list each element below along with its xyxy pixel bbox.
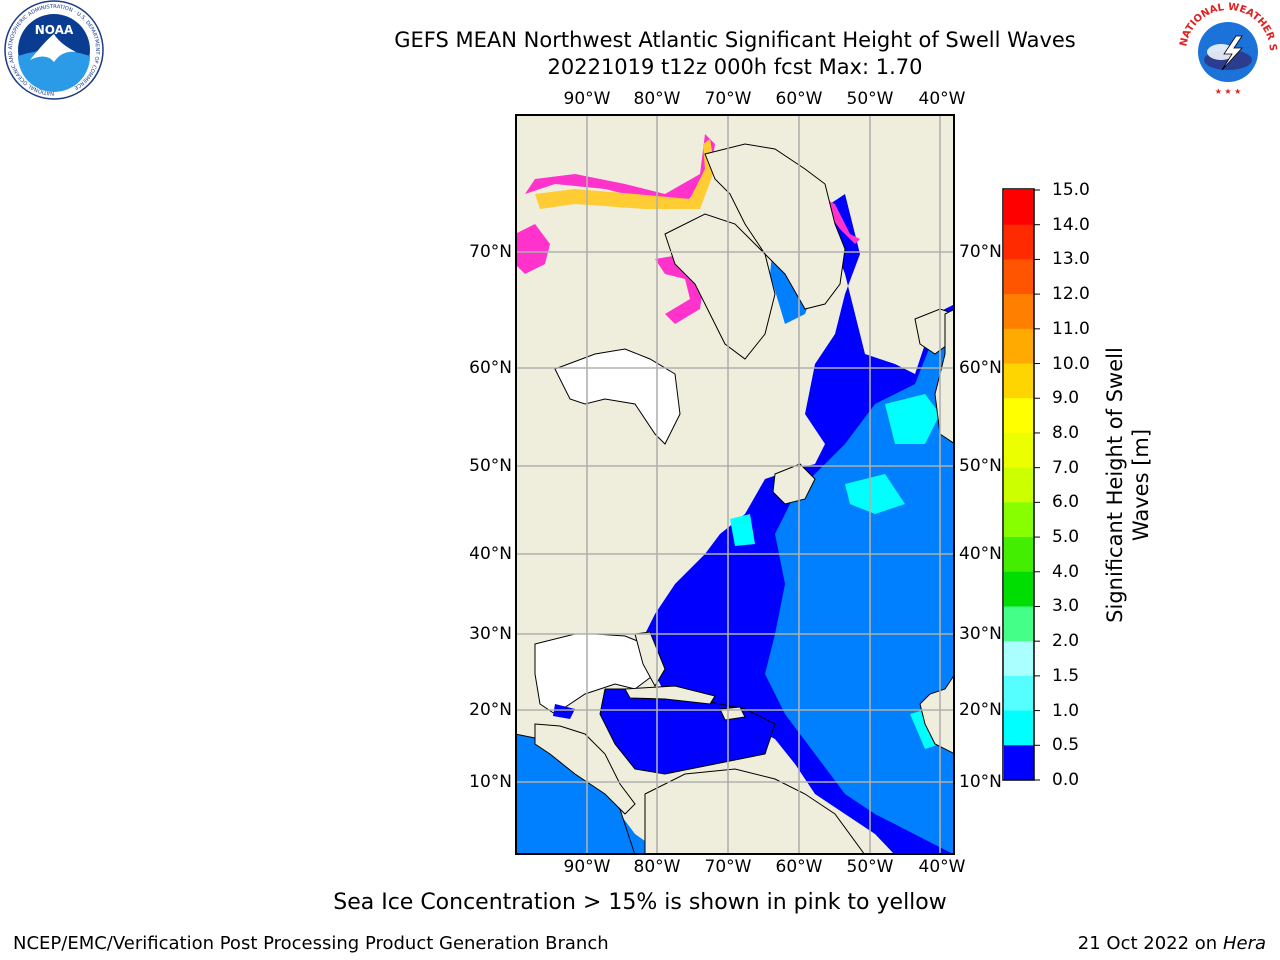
colorbar-block [1004, 363, 1034, 399]
colorbar-tick-label: 0.5 [1052, 735, 1080, 756]
lon-tick-top: 50°W [846, 89, 894, 109]
lon-tick-bottom: 50°W [846, 857, 894, 877]
colorbar-label: Significant Height of Swell Waves [m] [1102, 305, 1154, 665]
lon-tick-bottom: 70°W [704, 857, 752, 877]
hispaniola [719, 706, 746, 721]
ocean-high-swell-2 [845, 474, 905, 514]
colorbar-block [1004, 745, 1034, 781]
lat-tick-right: 60°N [959, 358, 1002, 378]
svg-text:NOAA: NOAA [35, 23, 74, 37]
lat-tick-left: 50°N [469, 456, 512, 476]
colorbar-tick-label: 5.0 [1052, 527, 1080, 548]
colorbar-block [1004, 641, 1034, 677]
baffin-island [664, 213, 776, 360]
colorbar-tick-label: 1.5 [1052, 665, 1080, 686]
colorbar-tick-label: 6.0 [1052, 492, 1080, 513]
colorbar-block [1004, 432, 1034, 469]
south-america [644, 768, 866, 855]
colorbar [1002, 188, 1040, 781]
colorbar-tick-label: 10.0 [1052, 353, 1090, 374]
noaa-logo: NATIONAL OCEANIC AND ATMOSPHERIC ADMINIS… [4, 0, 104, 100]
colorbar-block [1004, 190, 1034, 226]
newfoundland [772, 463, 816, 505]
nws-logo: NATIONAL WEATHER SERVICE ★ ★ ★ [1176, 0, 1278, 99]
lat-tick-right: 70°N [959, 242, 1002, 262]
map-frame [515, 114, 955, 855]
lon-tick-top: 60°W [775, 89, 823, 109]
central-america [534, 723, 636, 815]
ocean-mid-swell [765, 314, 955, 855]
ocean-high-swell-1 [885, 394, 940, 444]
lon-tick-top: 40°W [918, 89, 966, 109]
colorbar-block [1004, 675, 1034, 712]
colorbar-tick-label: 12.0 [1052, 284, 1090, 305]
footer-host: Hera [1222, 933, 1266, 954]
chart-subtitle: 20221019 t12z 000h fcst Max: 1.70 [547, 55, 923, 79]
colorbar-block [1004, 398, 1034, 434]
colorbar-block [1004, 606, 1034, 642]
lat-tick-right: 10°N [959, 772, 1002, 792]
lon-tick-top: 90°W [563, 89, 611, 109]
lon-tick-bottom: 40°W [918, 857, 966, 877]
colorbar-tick-label: 13.0 [1052, 249, 1090, 270]
colorbar-tick-label: 7.0 [1052, 457, 1080, 478]
colorbar-block [1004, 537, 1034, 573]
chart-title: GEFS MEAN Northwest Atlantic Significant… [394, 28, 1076, 52]
lat-tick-right: 30°N [959, 624, 1002, 644]
colorbar-tick-label: 14.0 [1052, 214, 1090, 235]
sea-ice-pink [525, 134, 715, 204]
colorbar-tick-label: 0.0 [1052, 770, 1080, 790]
colorbar-block [1004, 294, 1034, 330]
colorbar-tick-label: 3.0 [1052, 596, 1080, 617]
colorbar-tick-label: 9.0 [1052, 388, 1080, 409]
africa-edge [919, 673, 955, 755]
colorbar-block [1004, 224, 1034, 260]
colorbar-tick-label: 8.0 [1052, 422, 1080, 443]
lon-tick-bottom: 80°W [633, 857, 681, 877]
colorbar-block [1004, 710, 1034, 746]
lat-tick-left: 70°N [469, 242, 512, 262]
sea-ice-pink-west [515, 224, 550, 274]
lon-tick-top: 80°W [633, 89, 681, 109]
colorbar-tick-label: 2.0 [1052, 631, 1080, 652]
lat-tick-left: 60°N [469, 358, 512, 378]
colorbar-frame [1002, 188, 1035, 781]
gulf-blue-patch [553, 704, 575, 719]
lat-tick-right: 50°N [959, 456, 1002, 476]
lat-tick-right: 20°N [959, 700, 1002, 720]
greenland [704, 143, 846, 310]
colorbar-label-line1: Significant Height of Swell [1103, 347, 1127, 623]
footer-credit: NCEP/EMC/Verification Post Processing Pr… [13, 933, 609, 954]
svg-text:★ ★ ★: ★ ★ ★ [1215, 87, 1242, 96]
footer-date-text: 21 Oct 2022 on [1077, 933, 1218, 954]
cuba [624, 685, 716, 705]
lon-tick-bottom: 90°W [563, 857, 611, 877]
colorbar-block [1004, 571, 1034, 607]
lat-tick-left: 20°N [469, 700, 512, 720]
colorbar-block [1004, 328, 1034, 365]
colorbar-block [1004, 502, 1034, 538]
lat-tick-left: 40°N [469, 544, 512, 564]
colorbar-block [1004, 259, 1034, 295]
colorbar-block [1004, 467, 1034, 503]
lat-tick-right: 40°N [959, 544, 1002, 564]
colorbar-tick-label: 1.0 [1052, 700, 1080, 721]
footer-date: 21 Oct 2022 on Hera [1078, 933, 1266, 954]
lon-tick-top: 70°W [704, 89, 752, 109]
colorbar-tick-label: 4.0 [1052, 561, 1080, 582]
colorbar-tick-label: 15.0 [1052, 180, 1090, 200]
lat-tick-left: 10°N [469, 772, 512, 792]
swell-height-map [515, 114, 955, 855]
sea-ice-note: Sea Ice Concentration > 15% is shown in … [333, 890, 947, 915]
lat-tick-left: 30°N [469, 624, 512, 644]
colorbar-label-line2: Waves [m] [1129, 428, 1153, 542]
ocean-high-swell-4 [730, 514, 755, 546]
graticule [515, 114, 955, 855]
lon-tick-bottom: 60°W [775, 857, 823, 877]
colorbar-tick-label: 11.0 [1052, 318, 1090, 339]
sea-ice-yellow [535, 139, 715, 209]
